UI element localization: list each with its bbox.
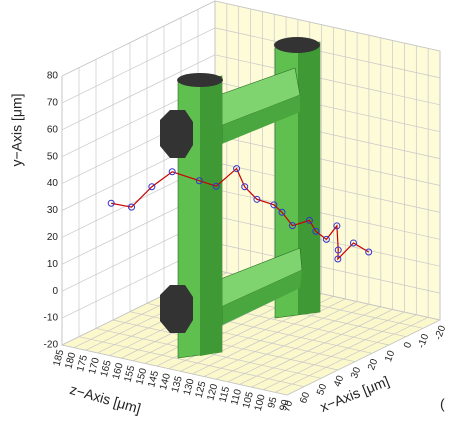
y-tick-label: 20 <box>47 232 59 243</box>
x-tick-label: 60 <box>298 390 312 405</box>
x-tick-label: 40 <box>332 374 346 389</box>
y-tick-label: 70 <box>47 98 59 109</box>
y-tick-label: 80 <box>47 71 59 82</box>
x-tick-label: 10 <box>383 349 397 364</box>
y-tick-label: 50 <box>47 151 59 162</box>
x-tick-label: 70 <box>281 399 295 414</box>
y-tick-label: 30 <box>47 205 59 216</box>
y-tick-label: 10 <box>47 259 59 270</box>
x-tick-label: -20 <box>433 324 448 342</box>
chart: -20-100102030405060708018518017517016516… <box>0 0 449 427</box>
x-tick-label: -10 <box>416 332 431 350</box>
z-axis-label: z−Axis [μm] <box>68 381 143 417</box>
x-tick-label: 20 <box>366 357 380 372</box>
page: -20-100102030405060708018518017517016516… <box>0 0 449 427</box>
y-tick-label: -10 <box>44 313 59 324</box>
y-axis-label: y−Axis [μm] <box>9 93 25 166</box>
walls <box>62 1 440 395</box>
y-tick-label: 0 <box>52 286 58 297</box>
x-tick-label: 0 <box>402 340 414 349</box>
x-tick-label: 30 <box>349 365 363 380</box>
y-tick-label: 60 <box>47 124 59 135</box>
x-tick-label: 50 <box>315 382 329 397</box>
annotation: ( <box>440 396 445 412</box>
y-tick-label: 40 <box>47 178 59 189</box>
